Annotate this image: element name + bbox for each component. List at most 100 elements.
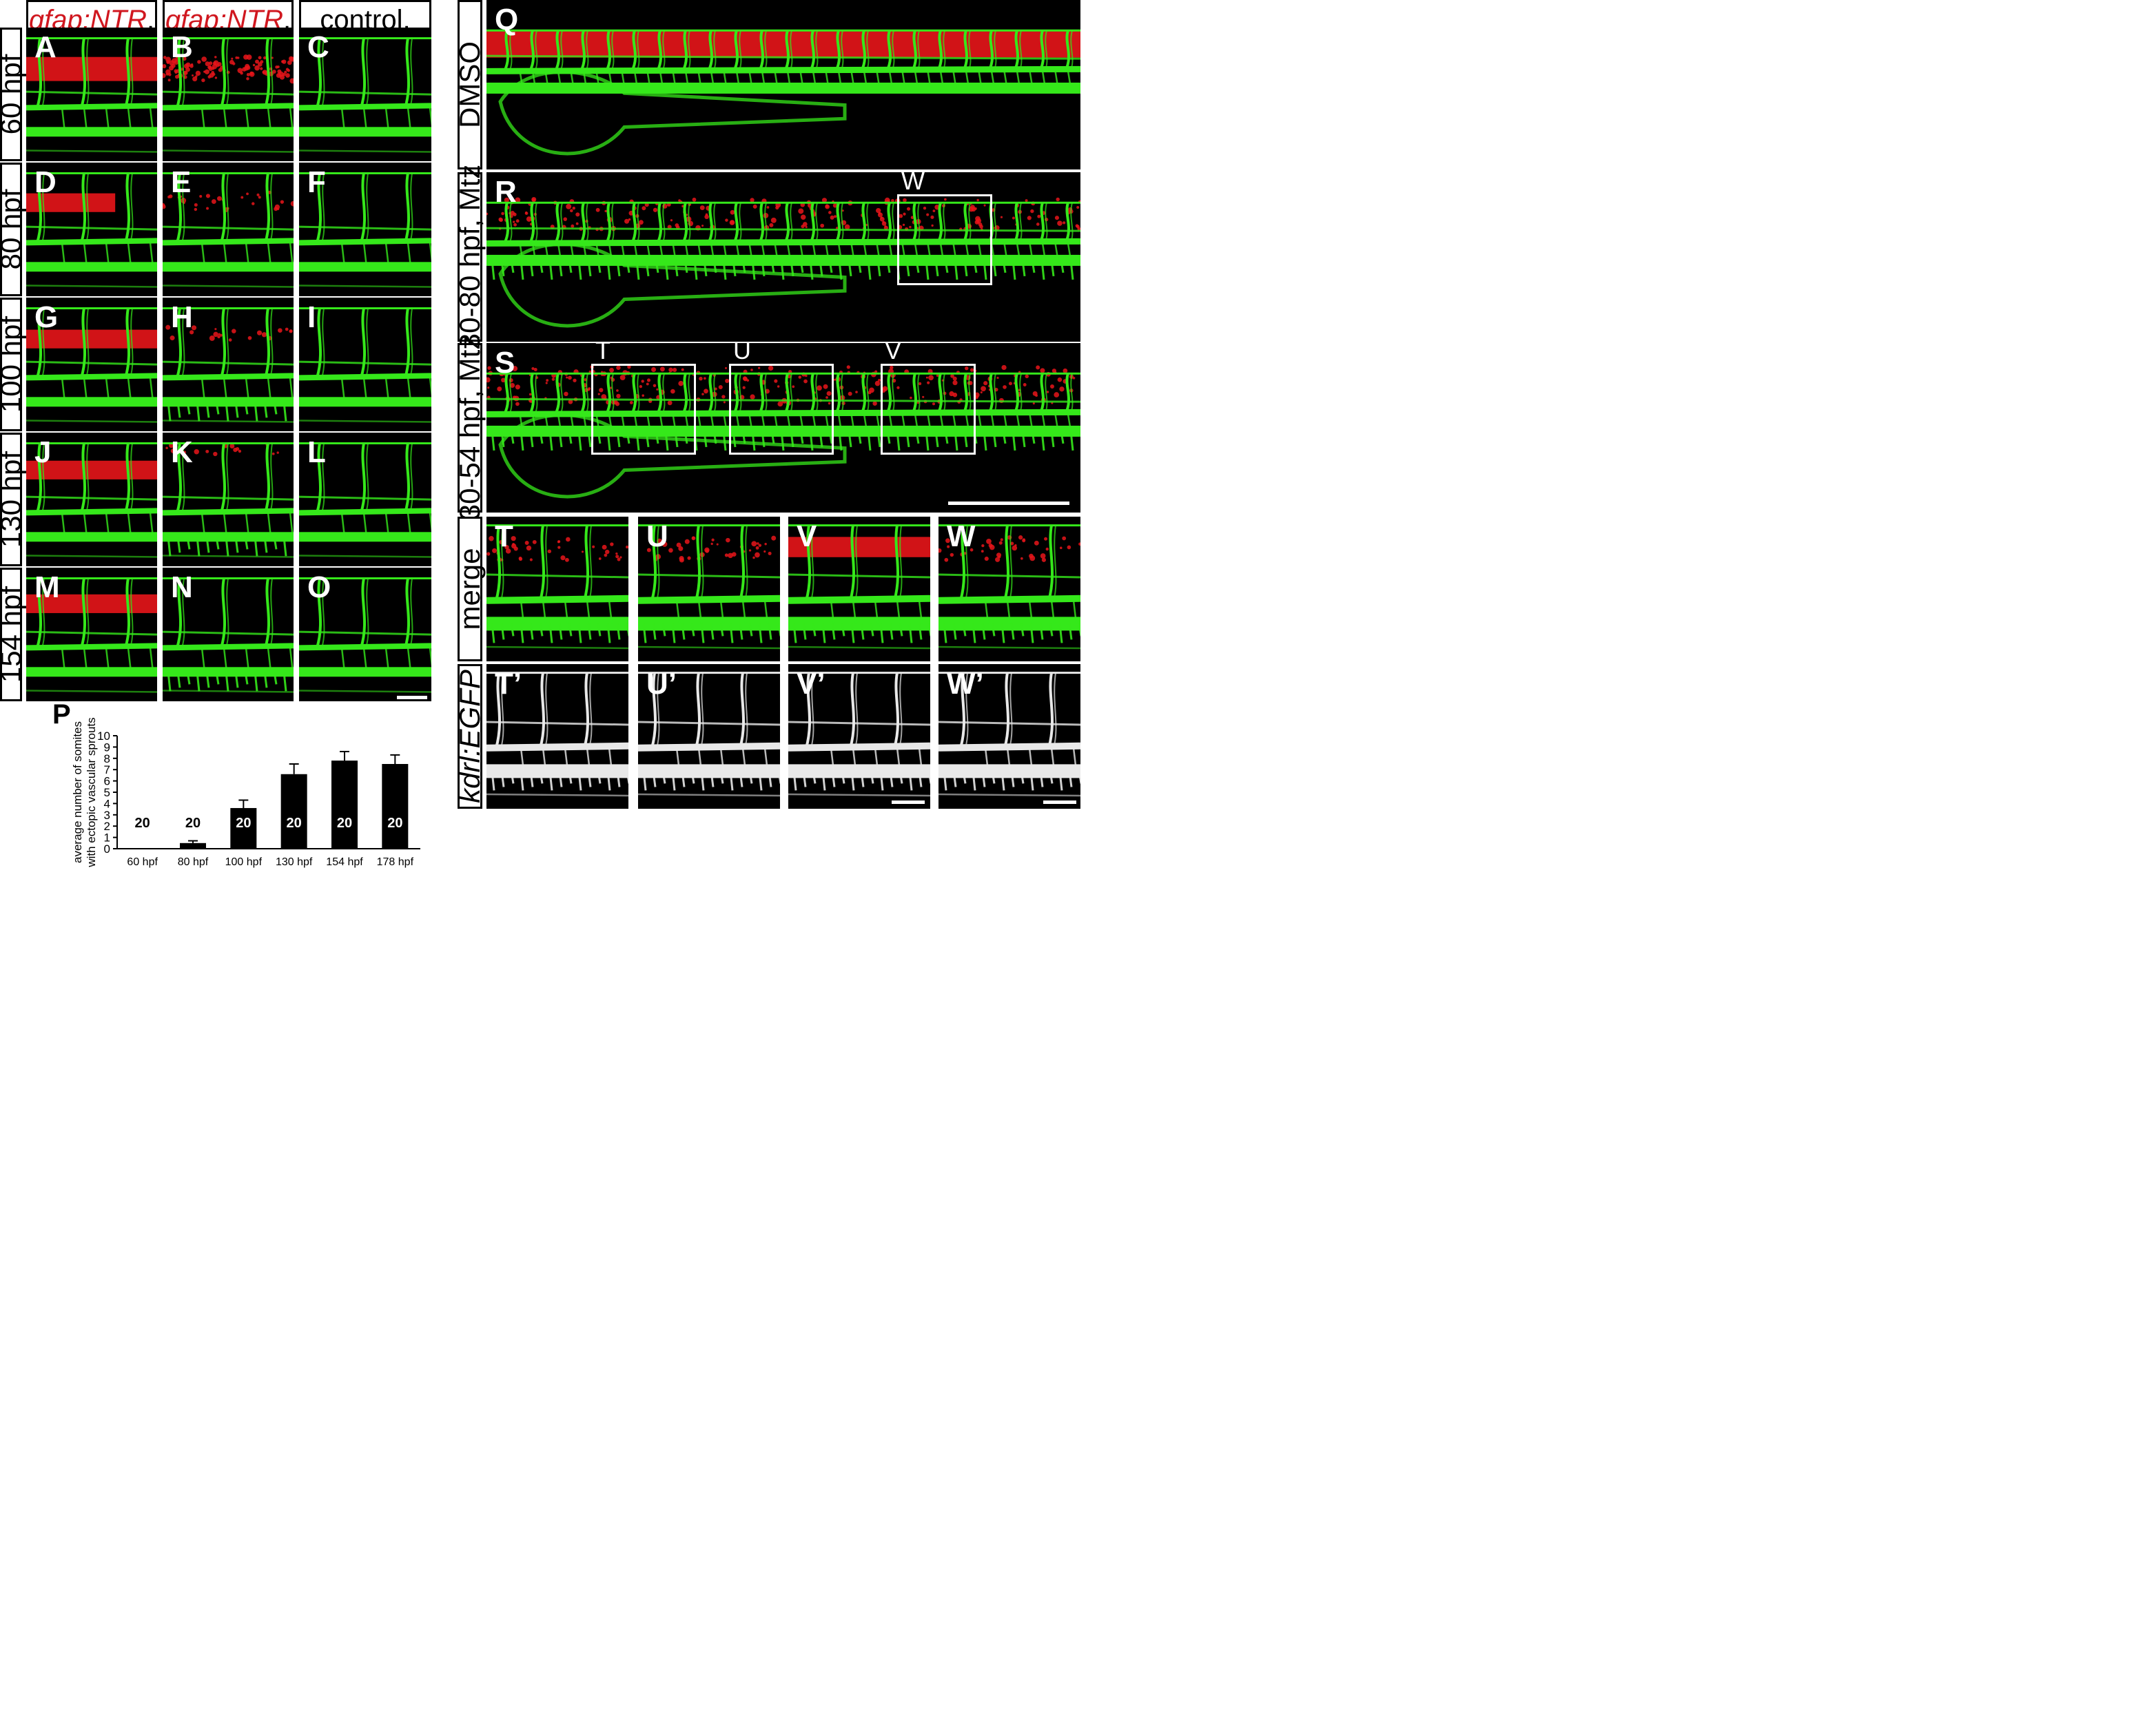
micrograph-svg xyxy=(788,672,930,797)
vessel-network xyxy=(163,37,294,153)
y-tick-label: 0 xyxy=(104,843,110,856)
bar xyxy=(230,807,257,849)
micrograph-svg xyxy=(788,524,930,650)
panel-letter: P xyxy=(52,703,71,730)
vessel-network xyxy=(26,307,157,423)
x-tick-label: 60 hpf xyxy=(127,856,158,868)
glia-speckles xyxy=(165,442,279,457)
micrograph-svg xyxy=(163,37,294,153)
micrograph-panel: Q xyxy=(486,0,1080,169)
panel-letter: R xyxy=(495,175,517,209)
micrograph-panel: F xyxy=(299,163,431,296)
panel-letter: O xyxy=(307,570,331,604)
n-label: 20 xyxy=(236,816,251,831)
panel-letter: T’ xyxy=(495,667,522,701)
zoom-box xyxy=(729,364,834,455)
panel-letter: U xyxy=(646,519,668,553)
n-label: 20 xyxy=(185,816,201,831)
micrograph-svg xyxy=(299,37,431,153)
panel-letter: A xyxy=(34,30,57,64)
row-label-text: DMSO xyxy=(453,41,486,128)
vessel-network xyxy=(163,442,294,558)
micrograph-svg xyxy=(486,196,1080,328)
n-label: 20 xyxy=(337,816,352,831)
scale-bar xyxy=(397,696,427,699)
bar xyxy=(280,774,307,849)
micrograph-panel: V xyxy=(788,517,930,661)
micrograph-panel: A xyxy=(26,28,157,161)
panel-letter: W xyxy=(947,519,976,553)
row-label-text: 60 hpf xyxy=(0,54,27,135)
zoom-box xyxy=(881,364,976,455)
vessel-network xyxy=(486,372,1080,451)
glia-speckles xyxy=(486,196,1080,231)
glia-stripe xyxy=(26,594,157,613)
micrograph-svg xyxy=(299,442,431,558)
n-label: 20 xyxy=(387,816,402,831)
y-tick-label: 2 xyxy=(104,820,110,833)
micrograph-panel: K xyxy=(163,433,294,566)
scale-bar xyxy=(892,800,925,804)
micrograph-svg xyxy=(26,442,157,558)
zoom-box-label: V xyxy=(885,343,902,364)
micrograph-svg xyxy=(299,307,431,423)
row-label: 130 hpf xyxy=(0,433,27,566)
y-tick-label: 9 xyxy=(104,741,110,754)
micrograph-panel: N xyxy=(163,568,294,701)
micrograph-panel: J xyxy=(26,433,157,566)
micrograph-svg xyxy=(26,37,157,153)
vessel-network xyxy=(163,172,294,288)
micrograph-panel: M xyxy=(26,568,157,701)
micrograph-panel: E xyxy=(163,163,294,296)
x-tick-label: 100 hpf xyxy=(225,856,263,868)
zoom-box-label: W xyxy=(901,172,925,195)
micrograph-panel: T xyxy=(486,517,628,661)
panel-letter: S xyxy=(495,346,515,380)
yolk-outline xyxy=(498,70,847,156)
bar xyxy=(180,843,206,849)
panel-letter: W’ xyxy=(947,667,984,701)
glia-speckles xyxy=(938,535,1080,562)
glia-stripe xyxy=(26,329,157,349)
micrograph-panel: D xyxy=(26,163,157,296)
row-label-text: 100 hpf xyxy=(0,316,27,413)
panel-letter: F xyxy=(307,165,326,199)
panel-letter: K xyxy=(171,435,193,469)
vessel-network xyxy=(486,201,1080,280)
vessel-network xyxy=(299,37,431,153)
row-label: 154 hpf xyxy=(0,568,27,701)
vessel-network xyxy=(26,442,157,558)
panel-letter: G xyxy=(34,300,59,334)
vessel-network xyxy=(788,524,930,650)
zoom-box xyxy=(897,194,992,285)
x-tick-label: 80 hpf xyxy=(178,856,209,868)
glia-speckles xyxy=(163,190,294,213)
n-label: 20 xyxy=(287,816,302,831)
panel-letter: J xyxy=(34,435,52,469)
bar xyxy=(331,761,358,849)
y-tick-label: 1 xyxy=(104,831,110,845)
micrograph-panel: U xyxy=(638,517,780,661)
row-label-text: merge xyxy=(453,548,486,630)
panel-letter: M xyxy=(34,570,60,604)
micrograph-svg xyxy=(938,524,1080,650)
yolk-outline xyxy=(498,413,847,499)
micrograph-svg xyxy=(26,307,157,423)
vessel-network xyxy=(26,577,157,693)
micrograph-panel: W’ xyxy=(938,664,1080,809)
row-label: 30-80 hpf, Mtz xyxy=(453,165,486,349)
panel-letter: N xyxy=(171,570,193,604)
vessel-network xyxy=(163,307,294,423)
row-label-text: 30-80 hpf, Mtz xyxy=(453,164,486,350)
row-label: merge xyxy=(453,517,486,661)
panel-letter: E xyxy=(171,165,192,199)
row-label-text: 80 hpf xyxy=(0,189,27,270)
x-tick-label: 178 hpf xyxy=(377,856,414,868)
micrograph-panel: S T U V xyxy=(486,343,1080,513)
panel-letter: B xyxy=(171,30,193,64)
panel-letter: T xyxy=(495,519,513,553)
panel-letter: Q xyxy=(495,3,519,37)
micrograph-panel: C xyxy=(299,28,431,161)
scale-bar xyxy=(948,502,1069,505)
panel-letter: H xyxy=(171,300,193,334)
